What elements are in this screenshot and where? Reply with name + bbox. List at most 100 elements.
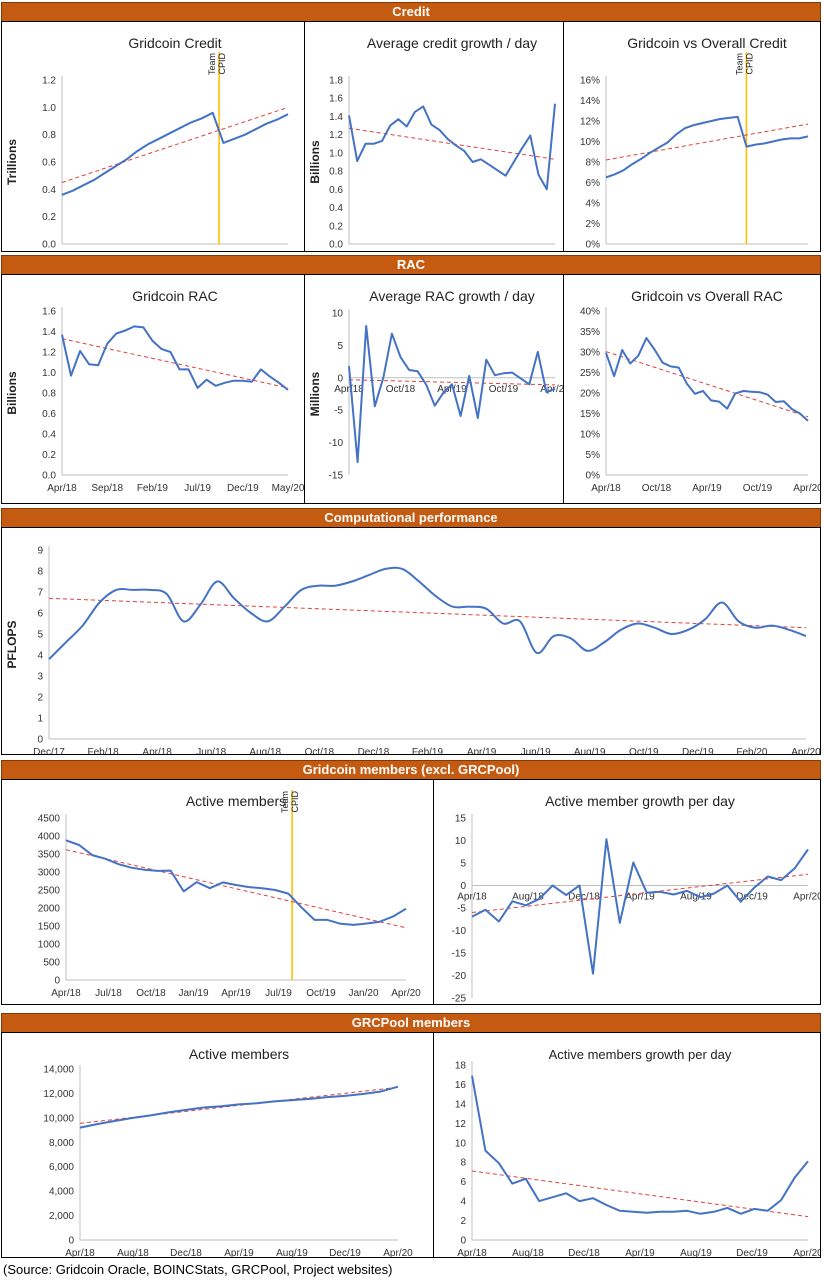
gc-rac-ytick: 1.0 xyxy=(42,368,56,379)
active-members-ytick: 1000 xyxy=(38,940,61,951)
gc-rac-xtick: Sep/18 xyxy=(91,483,123,494)
pflops-xtick: Aug/18 xyxy=(249,747,281,754)
gc-vs-credit-marker-label-part: CPID xyxy=(744,53,754,75)
grcpool-active-ytick: 4,000 xyxy=(49,1187,74,1198)
pflops-ytick: 6 xyxy=(37,609,43,620)
gc-credit-ytick: 1.2 xyxy=(42,76,56,87)
member-growth-ytick: 15 xyxy=(455,814,467,825)
active-members-ytick: 4500 xyxy=(38,814,61,825)
gc-vs-rac-ytick: 40% xyxy=(580,307,600,318)
active-members-ytick: 3000 xyxy=(38,868,61,879)
gc-vs-rac-trendline xyxy=(605,351,809,418)
member-growth-ytick: -20 xyxy=(452,971,467,982)
gc-rac-xtick: Feb/19 xyxy=(137,483,169,494)
avg-credit-ylabel: Billions xyxy=(308,140,322,184)
grcpool-growth-svg: Active members growth per day 0 2 4 6 8 10 12 14… xyxy=(455,1047,820,1257)
pflops-svg: PFLOPS 0 1 2 3 4 5 6 7 8 9 Dec/17 Feb/18 Apr/18 Jun/18… xyxy=(5,546,820,755)
gc-credit-ytick: 0.0 xyxy=(42,240,56,251)
pflops-xtick: Oct/18 xyxy=(305,747,335,754)
section-header-rac: RAC xyxy=(1,255,821,275)
grcpool-growth-xtick: Apr/18 xyxy=(457,1248,487,1257)
member-growth-xtick: Dec/18 xyxy=(568,892,600,903)
gc-credit-ytick: 0.8 xyxy=(42,130,56,141)
gc-vs-rac-xtick: Oct/19 xyxy=(743,483,773,494)
chart-active-member-growth: Active member growth per day -25 -20 -15 -10… xyxy=(433,779,821,1005)
gc-credit-ytick: 0.6 xyxy=(42,158,56,169)
gc-vs-credit-ytick: 16% xyxy=(580,76,600,87)
pflops-ylabel: PFLOPS xyxy=(5,620,19,668)
grcpool-active-title: Active members xyxy=(189,1046,289,1062)
active-members-trendline xyxy=(65,849,407,929)
gc-rac-ylabel: Billions xyxy=(5,371,19,415)
member-growth-xtick: Aug/18 xyxy=(512,892,544,903)
grcpool-active-svg: Active members 0 2,000 4,000 6,000 8,000 10,00… xyxy=(43,1046,413,1257)
active-members-ytick: 1500 xyxy=(38,922,61,933)
grcpool-growth-ytick: 0 xyxy=(460,1236,466,1247)
chart-average-rac-growth: Average RAC growth / day Millions -15 -10 -5… xyxy=(304,274,564,504)
avg-credit-ytick: 1.2 xyxy=(329,130,343,141)
gc-vs-rac-xtick: Apr/20 xyxy=(793,483,820,494)
gc-vs-credit-title: Gridcoin vs Overall Credit xyxy=(627,35,787,51)
pflops-xtick: Dec/18 xyxy=(358,747,390,754)
grcpool-growth-ytick: 2 xyxy=(460,1216,466,1227)
gc-rac-ytick: 0.6 xyxy=(42,409,56,420)
gc-credit-ylabel: Trillions xyxy=(5,139,19,185)
pflops-xtick: Feb/18 xyxy=(88,747,120,754)
gc-rac-ytick: 0.8 xyxy=(42,389,56,400)
grcpool-growth-ytick: 8 xyxy=(460,1158,466,1169)
pflops-xtick: Apr/18 xyxy=(142,747,172,754)
gc-vs-credit-series-line xyxy=(605,115,809,179)
grcpool-active-ytick: 14,000 xyxy=(43,1065,74,1076)
section-header-grcpool: GRCPool members xyxy=(1,1013,821,1033)
gc-rac-ytick: 0.2 xyxy=(42,450,56,461)
gc-credit-marker-label-part: Team xyxy=(207,53,217,75)
gc-vs-credit-trendline xyxy=(605,123,809,161)
gc-rac-ytick: 0.0 xyxy=(42,471,56,482)
pflops-xtick: Feb/19 xyxy=(412,747,444,754)
avg-rac-ytick: -10 xyxy=(329,438,344,449)
member-growth-title: Active member growth per day xyxy=(545,793,735,809)
avg-rac-ytick: 5 xyxy=(337,341,343,352)
gc-vs-rac-series-line xyxy=(605,337,809,422)
active-members-ytick: 4000 xyxy=(38,832,61,843)
section-header-members: Gridcoin members (excl. GRCPool) xyxy=(1,760,821,780)
grcpool-growth-ytick: 12 xyxy=(455,1119,467,1130)
active-members-ytick: 3500 xyxy=(38,850,61,861)
chart-gridcoin-credit: Gridcoin Credit Trillions 0.0 0.2 0.4 0.6 0.8 1… xyxy=(1,21,305,252)
pflops-ytick: 4 xyxy=(37,651,43,662)
active-members-xtick: Jan/20 xyxy=(348,988,378,999)
avg-rac-svg: Average RAC growth / day Millions -15 -10 -5… xyxy=(308,288,563,482)
pflops-ytick: 0 xyxy=(37,735,43,746)
grcpool-active-xtick: Dec/18 xyxy=(170,1248,202,1257)
pflops-ytick: 2 xyxy=(37,693,43,704)
active-members-xtick: Apr/19 xyxy=(221,988,251,999)
gc-vs-rac-ytick: 20% xyxy=(580,389,600,400)
chart-computational-performance: PFLOPS 0 1 2 3 4 5 6 7 8 9 Dec/17 Feb/18 Apr/18 Jun/18… xyxy=(1,527,821,755)
pflops-xtick: Aug/19 xyxy=(574,747,606,754)
member-growth-xtick: Apr/20 xyxy=(793,892,820,903)
avg-rac-ytick: -15 xyxy=(329,471,344,482)
avg-rac-ytick: 0 xyxy=(337,373,343,384)
member-growth-ytick: 0 xyxy=(460,881,466,892)
grcpool-active-xtick: Aug/18 xyxy=(117,1248,149,1257)
grcpool-growth-xtick: Dec/19 xyxy=(736,1248,768,1257)
grcpool-growth-xtick: Apr/20 xyxy=(793,1248,820,1257)
chart-grcpool-active-members: Active members 0 2,000 4,000 6,000 8,000 10,00… xyxy=(1,1032,434,1258)
active-members-xtick: Apr/18 xyxy=(51,988,81,999)
gc-credit-svg: Gridcoin Credit Trillions 0.0 0.2 0.4 0.6 0.8 1… xyxy=(5,35,289,251)
avg-credit-series-line xyxy=(348,103,556,191)
gc-credit-series-line xyxy=(61,111,289,196)
member-growth-xtick: Aug/19 xyxy=(680,892,712,903)
active-members-xtick: Jul/19 xyxy=(265,988,292,999)
member-growth-ytick: -25 xyxy=(452,994,467,1005)
avg-rac-ytick: 10 xyxy=(332,309,344,320)
avg-rac-xtick: Apr/18 xyxy=(334,384,364,395)
pflops-ytick: 9 xyxy=(37,546,43,557)
grcpool-active-xtick: Aug/19 xyxy=(276,1248,308,1257)
gc-vs-rac-ytick: 25% xyxy=(580,368,600,379)
grcpool-active-ytick: 12,000 xyxy=(43,1089,74,1100)
grcpool-active-ytick: 10,000 xyxy=(43,1113,74,1124)
avg-credit-ytick: 0.0 xyxy=(329,240,343,251)
active-members-marker-label: TeamCPID xyxy=(280,791,300,814)
gc-credit-ytick: 0.2 xyxy=(42,212,56,223)
